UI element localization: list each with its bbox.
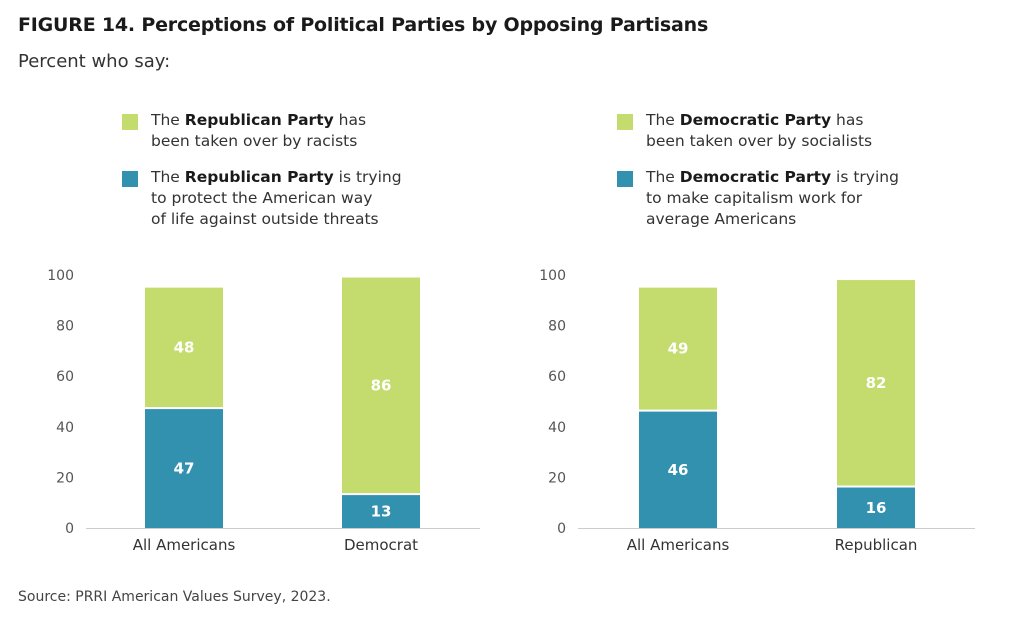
legend-item-right-green: The Democratic Party has been taken over… bbox=[617, 110, 872, 152]
y-tick-label: 40 bbox=[548, 420, 566, 436]
y-tick-label: 0 bbox=[557, 521, 566, 537]
figure-title: FIGURE 14. Perceptions of Political Part… bbox=[18, 14, 709, 36]
bar-segment-blue bbox=[837, 487, 915, 528]
y-tick-label: 40 bbox=[56, 420, 74, 436]
bar-segment-green bbox=[639, 287, 717, 410]
y-tick-label: 60 bbox=[56, 369, 74, 385]
data-label: 46 bbox=[668, 461, 689, 479]
data-label: 48 bbox=[174, 338, 195, 356]
legend-text: The Democratic Party has been taken over… bbox=[646, 111, 873, 150]
legend-item-right-blue: The Democratic Party is trying to make c… bbox=[617, 167, 899, 230]
y-tick-label: 100 bbox=[47, 268, 74, 284]
bar-segment-green bbox=[837, 280, 915, 486]
legend-swatch bbox=[122, 114, 138, 130]
legend-swatch bbox=[617, 114, 633, 130]
bar-segment-blue bbox=[342, 495, 420, 528]
data-label: 16 bbox=[866, 499, 887, 517]
data-label: 82 bbox=[866, 374, 887, 392]
bar-segment-green bbox=[145, 287, 223, 408]
y-tick-label: 20 bbox=[56, 470, 74, 486]
category-label: Republican bbox=[835, 536, 918, 554]
y-tick-label: 100 bbox=[539, 268, 566, 284]
legend-swatch bbox=[122, 171, 138, 187]
data-label: 13 bbox=[371, 503, 392, 521]
data-label: 47 bbox=[174, 460, 195, 478]
bar-segment-blue bbox=[639, 411, 717, 528]
legend-item-left-green: The Republican Party has been taken over… bbox=[122, 110, 366, 152]
y-tick-label: 80 bbox=[56, 319, 74, 335]
data-label: 86 bbox=[371, 376, 392, 394]
legend-text: The Democratic Party is trying to make c… bbox=[646, 168, 899, 228]
legend-item-left-blue: The Republican Party is trying to protec… bbox=[122, 167, 402, 230]
category-label: All Americans bbox=[133, 536, 236, 554]
legend-swatch bbox=[617, 171, 633, 187]
y-tick-label: 0 bbox=[65, 521, 74, 537]
figure-subtitle: Percent who say: bbox=[18, 51, 171, 72]
category-label: Democrat bbox=[344, 536, 418, 554]
data-label: 49 bbox=[668, 340, 689, 358]
category-label: All Americans bbox=[627, 536, 730, 554]
legend-text: The Republican Party has been taken over… bbox=[151, 111, 367, 150]
source-note: Source: PRRI American Values Survey, 202… bbox=[18, 589, 331, 605]
y-tick-label: 60 bbox=[548, 369, 566, 385]
y-tick-label: 20 bbox=[548, 470, 566, 486]
legend-text: The Republican Party is trying to protec… bbox=[151, 168, 402, 228]
bar-segment-blue bbox=[145, 409, 223, 528]
bar-segment-green bbox=[342, 277, 420, 494]
y-tick-label: 80 bbox=[548, 319, 566, 335]
